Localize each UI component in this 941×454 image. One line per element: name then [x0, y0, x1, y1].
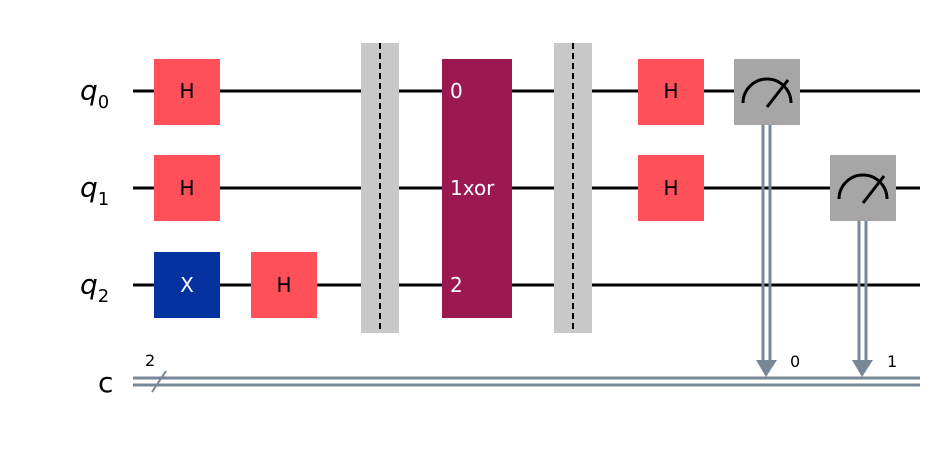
h-gate-q1-label: H	[179, 176, 194, 200]
classical-bus-width: 2	[145, 351, 155, 370]
h2-gate-q1[interactable]	[638, 155, 704, 221]
h2-gate-q0-label: H	[663, 79, 678, 103]
measure-0-bit-label: 0	[790, 352, 800, 371]
label-q2: q2	[80, 268, 109, 307]
h-gate-q2[interactable]	[251, 252, 317, 318]
label-q0: q0	[80, 74, 109, 113]
h2-gate-q0[interactable]	[638, 59, 704, 125]
h2-gate-q1-label: H	[663, 176, 678, 200]
h-gate-q2-label: H	[276, 273, 291, 297]
label-q1: q1	[80, 171, 109, 210]
x-gate-q2-label: X	[180, 273, 194, 297]
measure-gate-q1[interactable]	[830, 155, 896, 221]
oracle-pin-1: 1xor	[450, 176, 495, 200]
measure-1-arrow	[852, 360, 873, 377]
h-gate-q0[interactable]	[154, 59, 220, 125]
h-gate-q0-label: H	[179, 79, 194, 103]
meter-needle-icon	[861, 175, 886, 204]
h-gate-q1[interactable]	[154, 155, 220, 221]
meter-icon	[837, 173, 889, 200]
x-gate-q2[interactable]	[154, 252, 220, 318]
oracle-pin-0: 0	[450, 79, 463, 103]
meter-icon	[741, 77, 793, 104]
oracle-gate[interactable]	[442, 59, 512, 318]
oracle-pin-2: 2	[450, 273, 463, 297]
measure-gate-q0[interactable]	[734, 59, 800, 125]
measure-1-bit-label: 1	[887, 352, 897, 371]
label-c: c	[98, 366, 113, 399]
measure-0-arrow	[756, 360, 777, 377]
classical-bus-slash	[151, 370, 167, 393]
meter-needle-icon	[765, 79, 790, 108]
